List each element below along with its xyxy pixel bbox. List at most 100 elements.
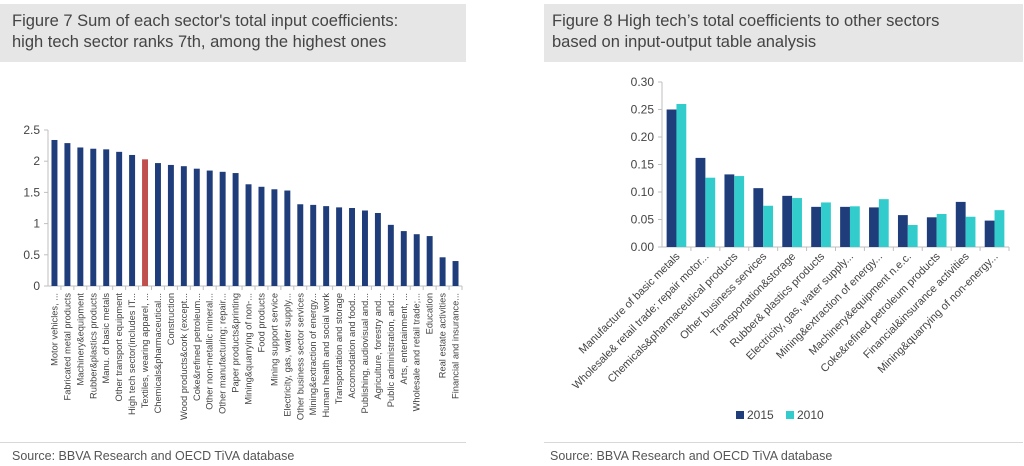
fig7-category-label: Public administration, and... bbox=[386, 293, 396, 407]
fig7-category-label: Other business sector services bbox=[295, 293, 305, 420]
fig7-category-label: Paper products&printing bbox=[231, 293, 241, 393]
fig8-bar-2015 bbox=[724, 174, 734, 247]
fig7-category-label: Electricity, gas, water supply... bbox=[282, 293, 292, 417]
figure-7-panel: Figure 7 Sum of each sector's total inpu… bbox=[0, 0, 512, 466]
fig7-category-label: Wood products&cork (except... bbox=[179, 293, 189, 420]
fig7-bar bbox=[90, 149, 96, 286]
fig7-category-label: High tech sector(includes IT... bbox=[127, 293, 137, 415]
fig7-category-label: Mining&quarrying of non-... bbox=[244, 293, 254, 405]
fig8-category-label: Financial&insurance activities bbox=[861, 250, 972, 361]
fig8-y-tick-label: 0.00 bbox=[631, 240, 655, 254]
fig7-bar bbox=[414, 234, 420, 286]
fig7-category-label: Transportation and storage bbox=[334, 293, 344, 404]
fig7-bar bbox=[440, 257, 446, 286]
fig7-category-label: Agriculture, forestry and... bbox=[373, 293, 383, 399]
fig8-bar-2015 bbox=[811, 207, 821, 247]
fig7-bar bbox=[181, 166, 187, 286]
fig8-bar-2015 bbox=[782, 196, 792, 247]
fig8-y-tick-label: 0.10 bbox=[631, 185, 655, 199]
fig7-bar bbox=[129, 155, 135, 286]
fig7-category-label: Human health and social work bbox=[321, 293, 331, 418]
fig8-y-tick-label: 0.30 bbox=[631, 75, 655, 89]
fig7-bar bbox=[323, 206, 329, 286]
fig7-category-label: Coke&refined petroleum... bbox=[192, 293, 202, 401]
fig7-bar bbox=[233, 173, 239, 286]
fig7-bar bbox=[258, 187, 264, 286]
fig8-bar-2015 bbox=[667, 110, 677, 248]
fig7-category-label: Real estate activities bbox=[438, 293, 448, 379]
fig7-y-tick-label: 2 bbox=[33, 154, 40, 168]
figure-8-divider bbox=[544, 442, 1023, 443]
fig7-category-label: Other manufacturing; repair... bbox=[218, 293, 228, 414]
fig7-category-label: Education bbox=[425, 293, 435, 334]
fig8-bar-2015 bbox=[753, 188, 763, 247]
fig8-category-label: Chemicals&pharmaceutical products bbox=[606, 250, 741, 385]
fig7-bar bbox=[349, 208, 355, 286]
fig8-bar-2015 bbox=[840, 207, 850, 247]
fig8-bar-2010 bbox=[879, 199, 889, 247]
fig7-category-label: Manu. of basic metals bbox=[101, 293, 111, 384]
fig8-y-tick-label: 0.05 bbox=[631, 213, 655, 227]
fig8-bar-2015 bbox=[927, 217, 937, 247]
fig8-y-tick-label: 0.20 bbox=[631, 130, 655, 144]
fig7-bar bbox=[220, 172, 226, 286]
fig7-category-label: Financial and insurance... bbox=[451, 293, 461, 399]
fig7-bar bbox=[401, 231, 407, 286]
fig7-category-label: Accomodation and food... bbox=[347, 293, 357, 398]
figure-7-divider bbox=[0, 442, 466, 443]
fig7-category-label: Publishing, audiovisual and... bbox=[360, 293, 370, 413]
fig8-bar-2015 bbox=[869, 207, 879, 247]
fig7-category-label: Construction bbox=[166, 293, 176, 345]
fig8-y-tick-label: 0.15 bbox=[631, 158, 655, 172]
fig7-bar bbox=[142, 159, 148, 286]
fig7-bar bbox=[297, 204, 303, 286]
fig8-bar-2015 bbox=[898, 215, 908, 247]
fig7-category-label: Textiles, wearing apparel, ... bbox=[140, 293, 150, 408]
fig7-bar bbox=[168, 165, 174, 286]
fig7-category-label: Chemicals&pharmaceutical... bbox=[153, 293, 163, 413]
figure-8-chart: 0.000.050.100.150.200.250.30Manufacture … bbox=[512, 0, 1024, 440]
fig8-bar-2010 bbox=[937, 214, 947, 247]
fig8-bar-2010 bbox=[705, 178, 715, 247]
fig8-bar-2010 bbox=[763, 206, 773, 247]
fig7-bar bbox=[155, 163, 161, 286]
figure-8-source: Source: BBVA Research and OECD TiVA data… bbox=[550, 449, 832, 463]
fig7-y-tick-label: 2.5 bbox=[23, 123, 40, 137]
fig7-bar bbox=[194, 169, 200, 286]
fig7-category-label: Other non-metallic mineral... bbox=[205, 293, 215, 410]
fig8-bar-2010 bbox=[966, 217, 976, 247]
fig7-category-label: Fabricated metal products bbox=[62, 293, 72, 401]
figure-7-source: Source: BBVA Research and OECD TiVA data… bbox=[12, 449, 294, 463]
fig7-category-label: Mining support service bbox=[269, 293, 279, 386]
fig7-category-label: Machinery&equipment bbox=[75, 293, 85, 386]
fig7-bar bbox=[207, 171, 213, 286]
fig7-bar bbox=[103, 149, 109, 286]
fig8-bar-2010 bbox=[792, 198, 802, 247]
fig7-category-label: Other transport equipment bbox=[114, 293, 124, 402]
fig7-y-tick-label: 1.5 bbox=[23, 185, 40, 199]
fig8-bar-2015 bbox=[956, 202, 966, 247]
fig7-category-label: Motor vehicles, ... bbox=[49, 293, 59, 366]
fig8-bar-2010 bbox=[850, 206, 860, 247]
fig7-bar bbox=[453, 261, 459, 286]
fig8-bar-2010 bbox=[821, 202, 831, 247]
fig8-bar-2015 bbox=[985, 221, 995, 247]
figure-7-chart: 00.511.522.5Motor vehicles, ... Fabricate… bbox=[0, 0, 512, 440]
fig7-bar bbox=[388, 225, 394, 286]
fig7-bar bbox=[51, 140, 57, 286]
fig7-category-label: Mining&extraction of energy... bbox=[308, 293, 318, 415]
fig8-legend-label-2015: 2015 bbox=[747, 408, 774, 422]
fig7-category-label: Arts, entertainment, ... bbox=[399, 293, 409, 384]
fig7-bar bbox=[336, 207, 342, 286]
fig7-y-tick-label: 0 bbox=[33, 279, 40, 293]
fig7-bar bbox=[271, 189, 277, 286]
figure-8-panel: Figure 8 High tech’s total coefficients … bbox=[512, 0, 1024, 466]
fig8-bar-2015 bbox=[696, 158, 706, 247]
fig7-category-label: Rubber&plastics products bbox=[88, 293, 98, 399]
fig7-bar bbox=[116, 152, 122, 286]
fig8-bar-2010 bbox=[995, 210, 1005, 247]
fig8-bar-2010 bbox=[734, 176, 744, 247]
fig7-category-label: Wholesale and retail trade;... bbox=[412, 293, 422, 411]
fig7-bar bbox=[246, 184, 252, 286]
fig7-bar bbox=[77, 147, 83, 286]
